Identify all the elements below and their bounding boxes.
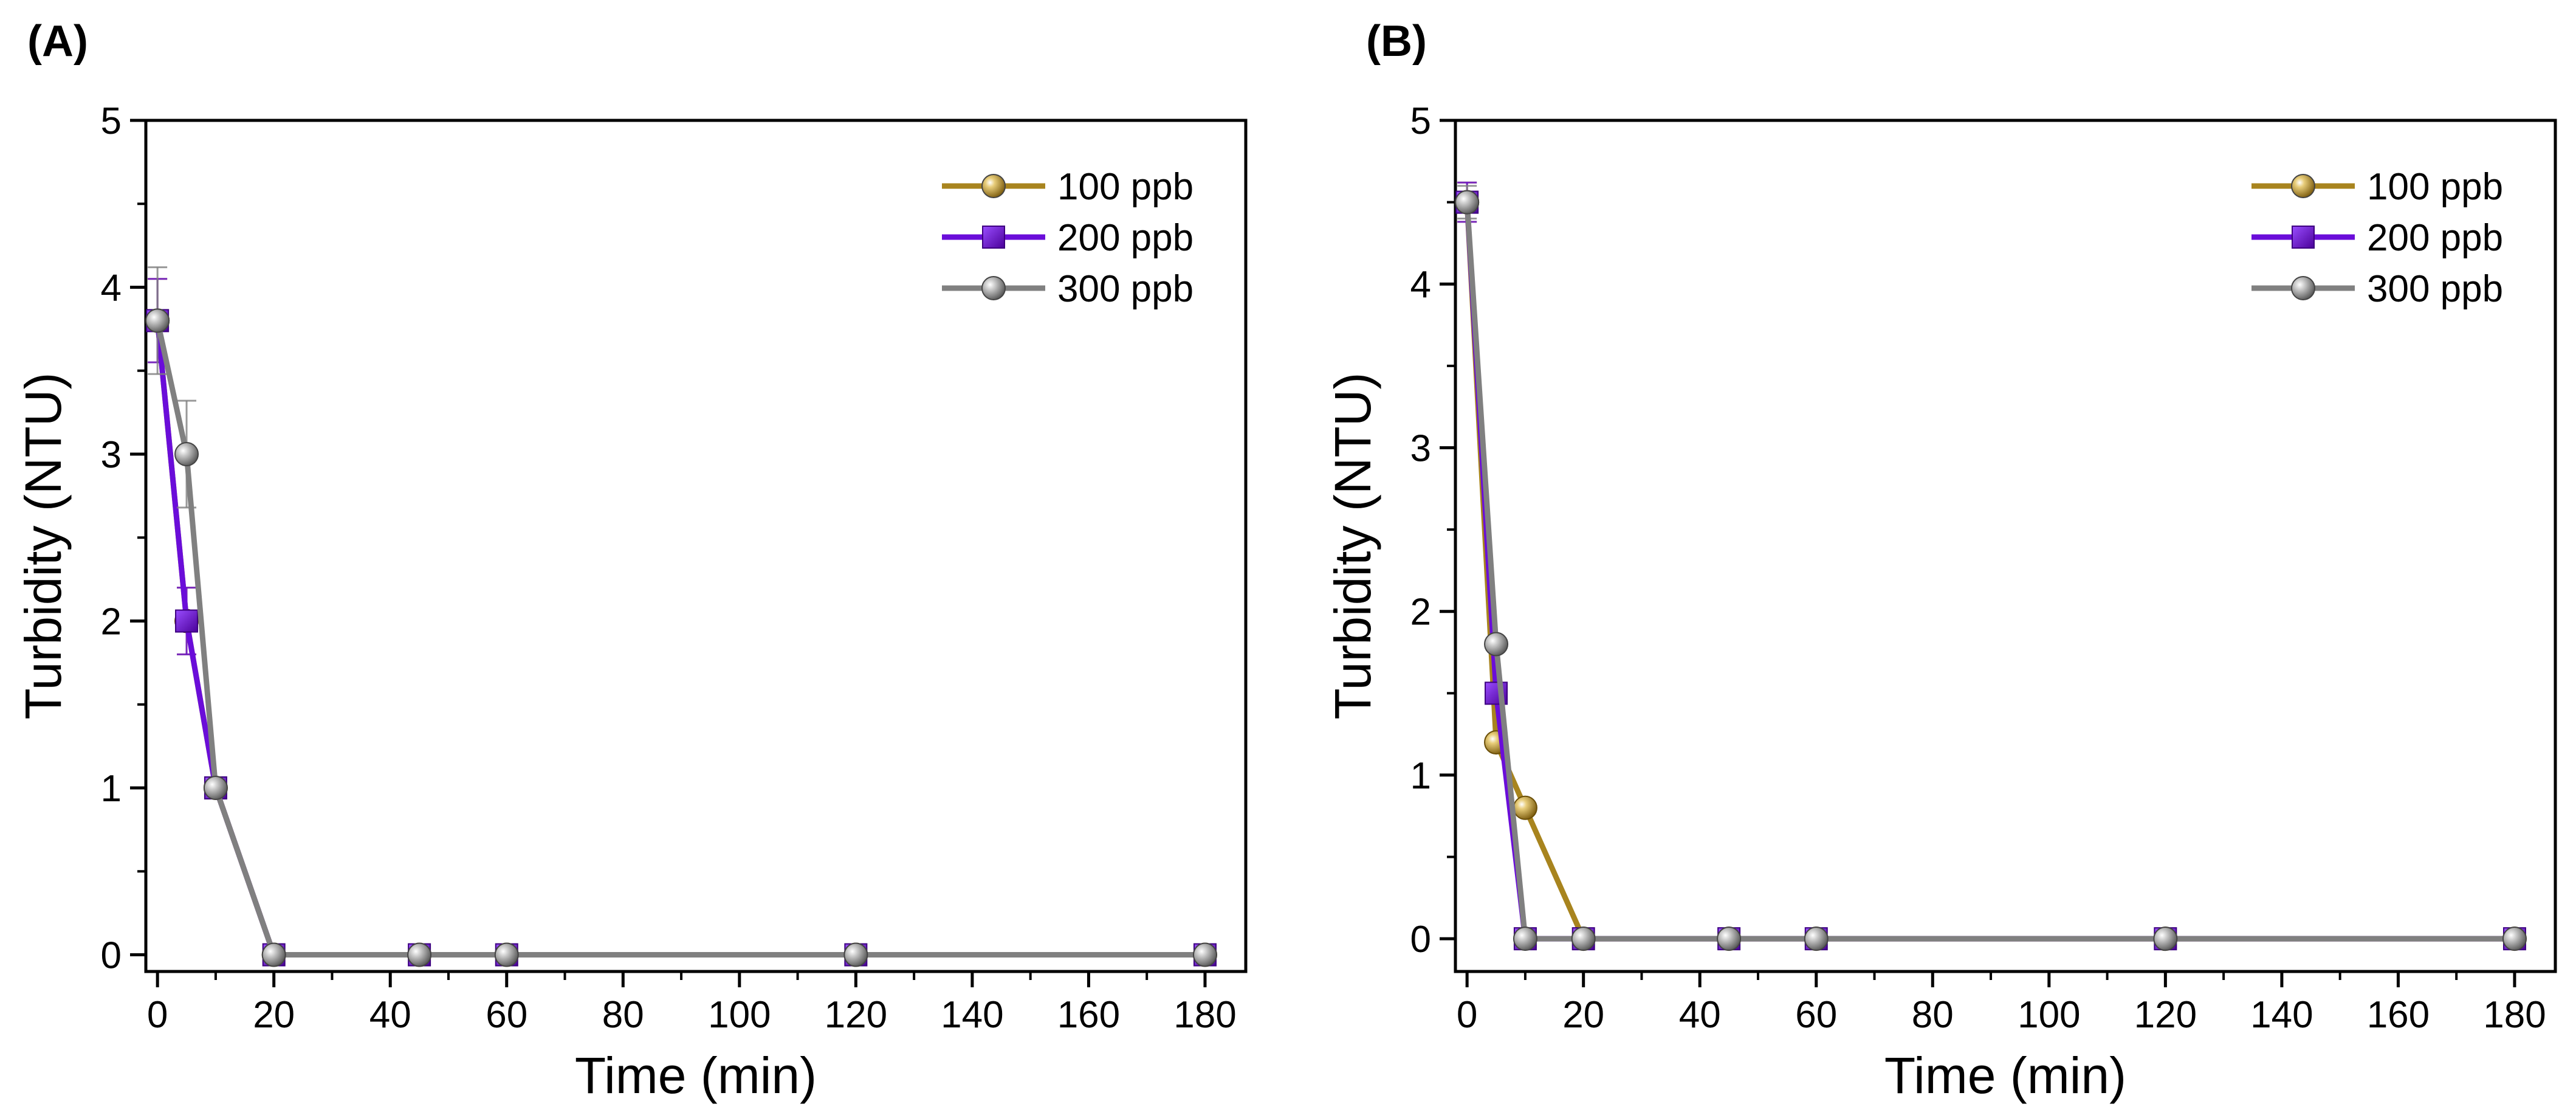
data-point	[1717, 926, 1742, 951]
x-tick-label: 140	[941, 994, 1003, 1036]
plot-frame	[1454, 119, 2557, 973]
series-line	[154, 320, 1205, 958]
panel-label: (A)	[27, 17, 88, 66]
data-point	[1484, 632, 1509, 657]
y-axis-title: Turbidity (NTU)	[15, 373, 72, 720]
x-tick-label: 40	[1679, 994, 1721, 1036]
y-tick-label: 4	[1410, 264, 1431, 306]
series-line	[1464, 202, 2515, 942]
series-line	[1464, 202, 2515, 942]
data-point	[175, 609, 199, 633]
data-point	[494, 942, 519, 967]
x-tick-label: 20	[1562, 994, 1604, 1036]
legend-label: 100 ppb	[2367, 166, 2503, 208]
series-300-ppb	[145, 266, 1217, 967]
data-point	[145, 308, 170, 333]
y-tick-label: 5	[1410, 100, 1431, 142]
x-tick-label: 180	[1173, 994, 1236, 1036]
data-point	[2153, 926, 2178, 951]
data-point	[1571, 926, 1596, 951]
legend-marker	[2291, 276, 2315, 300]
legend: 100 ppb 200 ppb 300 ppb	[942, 166, 1194, 310]
data-point	[261, 942, 286, 967]
legend-label: 300 ppb	[1057, 268, 1194, 310]
legend: 100 ppb 200 ppb 300 ppb	[2251, 166, 2503, 310]
data-point	[1804, 926, 1829, 951]
x-tick-label: 160	[2367, 994, 2430, 1036]
data-point	[174, 442, 199, 467]
y-tick-label: 3	[1410, 427, 1431, 469]
y-tick-label: 0	[101, 935, 122, 977]
series-200-ppb	[146, 278, 1217, 967]
x-tick-label: 120	[825, 994, 887, 1036]
data-point	[203, 776, 228, 801]
y-tick-label: 4	[101, 267, 122, 309]
y-tick-label: 5	[101, 100, 122, 142]
x-tick-label: 0	[1457, 994, 1477, 1036]
series-100-ppb	[145, 278, 1217, 967]
data-point	[407, 942, 432, 967]
x-tick-label: 80	[602, 994, 644, 1036]
series-line	[1464, 202, 2515, 942]
y-tick-label: 1	[101, 768, 122, 810]
data-point	[1513, 795, 1537, 820]
legend-marker	[2291, 174, 2315, 198]
y-tick-label: 2	[101, 601, 122, 643]
series-200-ppb	[1455, 181, 2526, 951]
x-tick-label: 100	[2018, 994, 2080, 1036]
data-point	[1455, 190, 1480, 215]
legend-marker	[981, 174, 1006, 198]
legend-marker	[2292, 226, 2315, 249]
legend-marker	[981, 276, 1006, 300]
series-300-ppb	[1455, 185, 2527, 951]
data-point	[1192, 942, 1217, 967]
x-tick-label: 100	[708, 994, 771, 1036]
y-tick-label: 3	[101, 434, 122, 476]
data-point	[843, 942, 868, 967]
legend-label: 200 ppb	[2367, 217, 2503, 259]
chart-panel-a: (A) 0 20 40 60 80 100 120 140 160 180 0 1 2 3 4 5 Time (m…	[15, 17, 1248, 1104]
x-tick-label: 60	[1795, 994, 1837, 1036]
y-tick-label: 0	[1410, 919, 1431, 961]
data-point	[2502, 926, 2527, 951]
x-tick-label: 40	[369, 994, 411, 1036]
legend-label: 300 ppb	[2367, 268, 2503, 310]
x-tick-label: 180	[2483, 994, 2546, 1036]
data-point	[1513, 926, 1537, 951]
y-tick-label: 2	[1410, 592, 1431, 633]
plot-frame	[144, 119, 1248, 973]
legend-marker	[982, 226, 1005, 249]
legend-label: 200 ppb	[1057, 217, 1194, 259]
x-tick-label: 160	[1057, 994, 1120, 1036]
series-line	[154, 320, 1205, 958]
y-axis-title: Turbidity (NTU)	[1324, 373, 1381, 720]
x-axis-title: Time (min)	[575, 1047, 817, 1104]
x-tick-label: 0	[147, 994, 168, 1036]
y-tick-label: 1	[1410, 755, 1431, 797]
series-100-ppb	[1455, 181, 2527, 951]
x-tick-label: 60	[486, 994, 527, 1036]
x-tick-label: 140	[2250, 994, 2313, 1036]
legend-label: 100 ppb	[1057, 166, 1194, 208]
x-tick-label: 20	[253, 994, 295, 1036]
x-tick-label: 80	[1912, 994, 1954, 1036]
panel-label: (B)	[1366, 17, 1427, 66]
series-line	[154, 320, 1205, 958]
x-tick-label: 120	[2134, 994, 2197, 1036]
x-axis-title: Time (min)	[1884, 1047, 2126, 1104]
chart-panel-b: (B) 0 20 40 60 80 100 120 140 160 180 0 1 2 3 4 5 Time (m…	[1324, 17, 2557, 1104]
